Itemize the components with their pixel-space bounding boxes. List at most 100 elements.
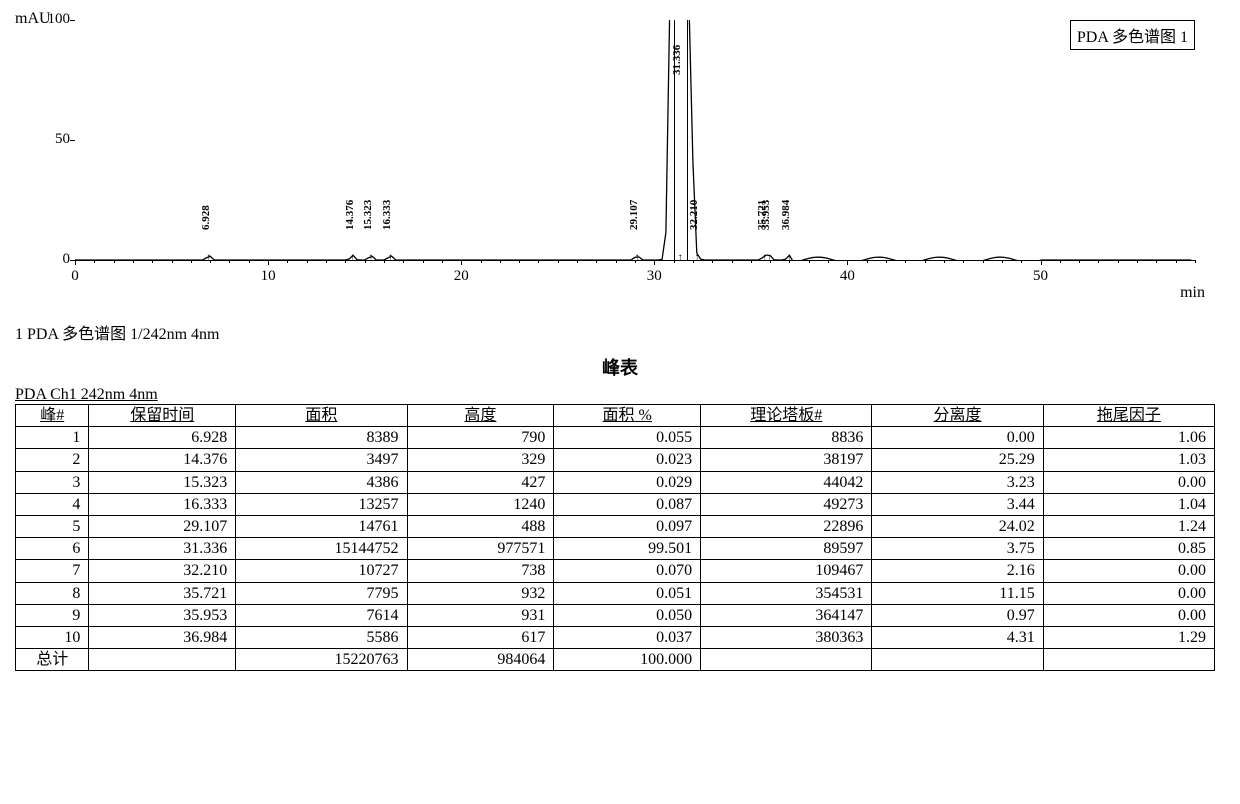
table-cell: 0.055 xyxy=(554,427,701,449)
table-cell xyxy=(1043,649,1214,671)
table-cell: 984064 xyxy=(407,649,554,671)
table-cell: 0.023 xyxy=(554,449,701,471)
table-cell: 5 xyxy=(16,515,89,537)
plot-area: PDA 多色谱图 1 050100010203040506.928↑14.376… xyxy=(75,20,1195,261)
table-cell: 32.210 xyxy=(89,560,236,582)
table-cell: 0.087 xyxy=(554,493,701,515)
table-header-cell: 面积 xyxy=(236,405,407,427)
table-body: 16.92883897900.05588360.001.06214.376349… xyxy=(16,427,1215,671)
x-axis-label: min xyxy=(1180,284,1205,302)
table-row: 16.92883897900.05588360.001.06 xyxy=(16,427,1215,449)
table-cell: 7795 xyxy=(236,582,407,604)
table-row: 732.210107277380.0701094672.160.00 xyxy=(16,560,1215,582)
table-cell: 1.24 xyxy=(1043,515,1214,537)
table-cell: 15220763 xyxy=(236,649,407,671)
table-cell: 1 xyxy=(16,427,89,449)
table-cell: 109467 xyxy=(701,560,872,582)
table-cell: 7 xyxy=(16,560,89,582)
table-cell: 1240 xyxy=(407,493,554,515)
table-cell: 0.051 xyxy=(554,582,701,604)
peak-label: 35.953 xyxy=(760,200,772,230)
table-row: 315.32343864270.029440423.230.00 xyxy=(16,471,1215,493)
table-cell: 44042 xyxy=(701,471,872,493)
peak-label: 16.333 xyxy=(381,200,393,230)
table-title: 峰表 xyxy=(15,354,1225,380)
table-cell: 49273 xyxy=(701,493,872,515)
table-cell xyxy=(701,649,872,671)
table-cell: 0.029 xyxy=(554,471,701,493)
peak-arrow-icon: ↑ xyxy=(206,252,211,263)
table-total-row: 总计15220763984064100.000 xyxy=(16,649,1215,671)
peak-arrow-icon: ↑ xyxy=(368,252,373,263)
table-cell xyxy=(872,649,1043,671)
table-cell: 738 xyxy=(407,560,554,582)
chart-caption: 1 PDA 多色谱图 1/242nm 4nm xyxy=(15,320,1225,344)
table-header-cell: 分离度 xyxy=(872,405,1043,427)
chromatogram-chart: mAU PDA 多色谱图 1 050100010203040506.928↑14… xyxy=(15,10,1215,290)
table-cell: 25.29 xyxy=(872,449,1043,471)
table-cell: 0.00 xyxy=(872,427,1043,449)
table-cell: 6.928 xyxy=(89,427,236,449)
table-cell: 10727 xyxy=(236,560,407,582)
y-tick-label: 50 xyxy=(30,131,70,148)
x-tick-label: 50 xyxy=(1033,268,1048,285)
table-cell: 1.06 xyxy=(1043,427,1214,449)
table-cell: 0.97 xyxy=(872,604,1043,626)
table-cell: 0.85 xyxy=(1043,538,1214,560)
peak-label: 14.376 xyxy=(344,200,356,230)
table-cell: 931 xyxy=(407,604,554,626)
peak-label: 15.323 xyxy=(362,200,374,230)
table-cell: 2.16 xyxy=(872,560,1043,582)
table-header-cell: 保留时间 xyxy=(89,405,236,427)
table-cell: 24.02 xyxy=(872,515,1043,537)
table-cell: 99.501 xyxy=(554,538,701,560)
table-cell xyxy=(89,649,236,671)
peak-label: 36.984 xyxy=(780,200,792,230)
table-header-cell: 面积 % xyxy=(554,405,701,427)
peak-arrow-icon: ↑ xyxy=(635,252,640,263)
peak-arrow-icon: ↑ xyxy=(678,252,683,263)
table-cell: 16.333 xyxy=(89,493,236,515)
y-tick-label: 0 xyxy=(30,251,70,268)
table-cell: 4 xyxy=(16,493,89,515)
peak-label: 6.928 xyxy=(200,205,212,230)
peak-label: 31.336 xyxy=(671,45,683,75)
table-cell: 790 xyxy=(407,427,554,449)
table-row: 935.95376149310.0503641470.970.00 xyxy=(16,604,1215,626)
table-cell: 0.097 xyxy=(554,515,701,537)
table-cell: 3.44 xyxy=(872,493,1043,515)
table-header-cell: 拖尾因子 xyxy=(1043,405,1214,427)
table-cell: 36.984 xyxy=(89,626,236,648)
table-cell: 1.04 xyxy=(1043,493,1214,515)
table-header-cell: 高度 xyxy=(407,405,554,427)
table-cell: 8 xyxy=(16,582,89,604)
table-cell: 0.037 xyxy=(554,626,701,648)
table-cell: 3497 xyxy=(236,449,407,471)
table-subtitle: PDA Ch1 242nm 4nm xyxy=(15,386,1225,404)
table-cell: 14761 xyxy=(236,515,407,537)
table-cell: 13257 xyxy=(236,493,407,515)
table-cell: 380363 xyxy=(701,626,872,648)
table-cell: 932 xyxy=(407,582,554,604)
peak-arrow-icon: ↑ xyxy=(350,252,355,263)
table-cell: 488 xyxy=(407,515,554,537)
table-cell: 14.376 xyxy=(89,449,236,471)
table-cell: 2 xyxy=(16,449,89,471)
table-row: 1036.98455866170.0373803634.311.29 xyxy=(16,626,1215,648)
table-cell: 29.107 xyxy=(89,515,236,537)
table-cell: 8389 xyxy=(236,427,407,449)
table-cell: 总计 xyxy=(16,649,89,671)
peak-arrow-icon: ↑ xyxy=(787,252,792,263)
x-tick-label: 30 xyxy=(647,268,662,285)
table-row: 835.72177959320.05135453111.150.00 xyxy=(16,582,1215,604)
table-cell: 7614 xyxy=(236,604,407,626)
peak-arrow-icon: ↑ xyxy=(694,252,699,263)
table-cell: 0.00 xyxy=(1043,582,1214,604)
table-cell: 1.29 xyxy=(1043,626,1214,648)
table-cell: 364147 xyxy=(701,604,872,626)
table-cell: 10 xyxy=(16,626,89,648)
table-cell: 89597 xyxy=(701,538,872,560)
table-cell: 0.00 xyxy=(1043,471,1214,493)
table-row: 416.3331325712400.087492733.441.04 xyxy=(16,493,1215,515)
table-cell: 3.75 xyxy=(872,538,1043,560)
